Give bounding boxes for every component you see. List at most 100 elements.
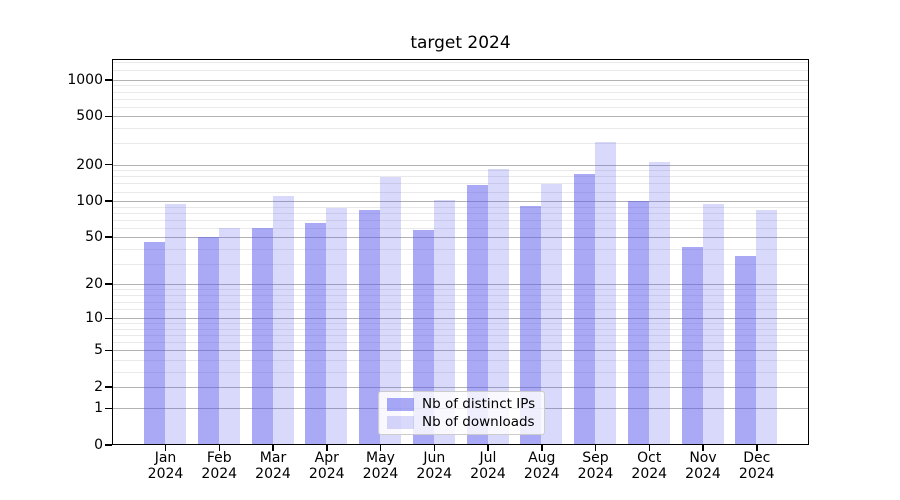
x-tick-label-line: 2024 — [738, 465, 775, 482]
x-tick — [272, 445, 274, 451]
bar-distinct-ips-apr-2024 — [305, 222, 327, 444]
y-tick-label: 200 — [76, 156, 103, 173]
x-tick-label: Aug 2024 — [506, 450, 578, 482]
bar-downloads-jul-2024 — [487, 168, 509, 444]
x-tick-label-line: 2024 — [147, 465, 184, 482]
y-tick — [105, 236, 112, 238]
bar-distinct-ips-oct-2024 — [627, 200, 649, 444]
gridline-minor — [113, 342, 808, 344]
bar-distinct-ips-nov-2024 — [681, 247, 703, 444]
bar-distinct-ips-jul-2024 — [466, 185, 488, 444]
bar-distinct-ips-jun-2024 — [412, 230, 434, 444]
y-tick-label: 1 — [94, 400, 103, 417]
x-tick-label-line: Jun — [423, 450, 446, 466]
gridline-minor — [113, 328, 808, 330]
y-tick-label: 2 — [94, 378, 103, 395]
x-tick — [756, 445, 758, 451]
gridline-minor — [113, 128, 808, 130]
x-tick-label: Sep 2024 — [560, 450, 632, 482]
x-tick-label: Jun 2024 — [398, 450, 470, 482]
x-tick-label-line: 2024 — [523, 465, 560, 482]
bar-downloads-feb-2024 — [218, 227, 240, 444]
x-tick-label: May 2024 — [345, 450, 417, 482]
y-tick — [105, 79, 112, 81]
y-tick — [105, 317, 112, 319]
x-tick-label-line: 2024 — [631, 465, 668, 482]
y-tick-label: 1000 — [67, 71, 103, 88]
gridline-minor — [113, 183, 808, 185]
x-tick-label-line: 2024 — [308, 465, 345, 482]
gridline-minor — [113, 248, 808, 250]
legend-swatch-downloads — [387, 415, 414, 429]
gridline-major — [113, 201, 808, 203]
x-tick — [594, 445, 597, 451]
x-tick-label: Jan 2024 — [130, 450, 202, 482]
x-tick — [487, 445, 489, 451]
x-tick-label-line: Nov — [689, 450, 717, 466]
legend: Nb of distinct IPs Nb of downloads — [378, 391, 545, 435]
bar-downloads-nov-2024 — [702, 204, 724, 444]
gridline-minor — [113, 98, 808, 100]
x-tick-label-line: Apr — [314, 450, 339, 466]
gridline-minor — [113, 62, 808, 64]
gridline-minor — [113, 143, 808, 145]
x-tick-label-line: 2024 — [362, 465, 399, 482]
y-tick — [105, 349, 112, 352]
x-tick-label-line: 2024 — [685, 465, 721, 482]
y-tick — [105, 407, 112, 410]
gridline-major — [113, 350, 808, 352]
gridline-major — [113, 284, 808, 286]
bar-downloads-jun-2024 — [433, 199, 455, 444]
gridline-minor — [113, 301, 808, 303]
y-tick-label: 5 — [94, 342, 103, 359]
gridline-minor — [113, 219, 808, 221]
x-tick — [164, 445, 167, 451]
gridline-minor — [113, 191, 808, 193]
y-tick — [105, 283, 112, 285]
gridline-minor — [113, 295, 808, 297]
x-tick-label-line: Sep — [582, 450, 609, 466]
bar-distinct-ips-feb-2024 — [197, 237, 219, 444]
x-tick-label-line: 2024 — [255, 465, 291, 482]
plot-area — [112, 59, 809, 445]
x-tick-label: Feb 2024 — [183, 450, 255, 482]
x-tick — [648, 445, 650, 451]
gridline-major — [113, 164, 808, 166]
y-tick-label: 10 — [85, 310, 103, 327]
gridline-minor — [113, 70, 808, 72]
gridline-minor — [113, 176, 808, 178]
gridline-minor — [113, 91, 808, 93]
gridline-major — [113, 237, 808, 239]
x-tick-label: Jul 2024 — [452, 450, 524, 482]
gridline-minor — [113, 85, 808, 87]
legend-item-downloads: Nb of downloads — [387, 413, 536, 430]
legend-label-downloads: Nb of downloads — [422, 413, 535, 430]
y-tick-label: 20 — [85, 276, 103, 293]
gridline-major — [113, 116, 808, 118]
x-tick-label-line: 2024 — [201, 465, 238, 482]
bar-downloads-dec-2024 — [756, 209, 778, 444]
x-tick-label-line: Oct — [637, 450, 662, 466]
gridline-minor — [113, 206, 808, 208]
bar-downloads-may-2024 — [380, 177, 401, 444]
bar-downloads-apr-2024 — [326, 207, 348, 444]
gridline-minor — [113, 263, 808, 265]
x-tick-label-line: May — [366, 450, 395, 466]
x-tick-label-line: 2024 — [577, 465, 614, 482]
x-tick-label-line: Mar — [259, 450, 287, 466]
bar-downloads-sep-2024 — [595, 142, 616, 444]
legend-swatch-distinct-ips — [387, 397, 414, 411]
bar-distinct-ips-aug-2024 — [520, 206, 542, 444]
bar-downloads-mar-2024 — [272, 196, 294, 444]
legend-item-distinct-ips: Nb of distinct IPs — [387, 396, 536, 412]
chart-title: target 2024 — [410, 33, 511, 53]
x-tick-label: Apr 2024 — [291, 450, 363, 482]
y-tick-label: 500 — [76, 108, 103, 125]
gridline-minor — [113, 227, 808, 229]
y-tick-label: 0 — [94, 437, 103, 453]
gridline-minor — [113, 371, 808, 373]
x-tick-label: Dec 2024 — [721, 450, 793, 482]
x-tick-label-line: 2024 — [470, 465, 506, 482]
gridline-minor — [113, 309, 808, 311]
